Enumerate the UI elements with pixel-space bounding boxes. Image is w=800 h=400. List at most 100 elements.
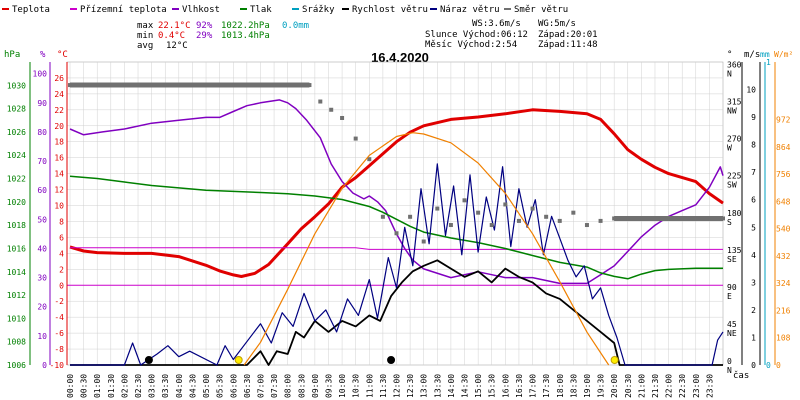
x-tick-9: 04:30 xyxy=(188,374,197,398)
x-tick-4: 02:00 xyxy=(120,374,129,398)
direction-label-2: E xyxy=(727,292,732,301)
temperature-tick-15: 20 xyxy=(54,122,64,131)
solar-tick-9: 972 xyxy=(776,116,791,125)
grid xyxy=(66,61,724,366)
pressure-tick-9: 1024 xyxy=(7,151,26,160)
legend-label-6: Náraz větru xyxy=(440,5,500,15)
x-tick-28: 14:00 xyxy=(447,374,456,398)
wind-tick-6: 6 xyxy=(751,196,756,205)
wind-tick-4: 4 xyxy=(751,251,756,260)
x-tick-44: 22:00 xyxy=(665,374,674,398)
series-line-2 xyxy=(69,99,724,285)
x-tick-13: 06:30 xyxy=(243,374,252,398)
wind-tick-5: 5 xyxy=(751,223,756,232)
stats-ws: WS:3.6m/s xyxy=(472,19,521,29)
direction-point-10 xyxy=(421,239,426,244)
x-tick-35: 17:30 xyxy=(542,374,551,398)
temperature-tick-10: 10 xyxy=(54,202,64,211)
x-tick-15: 07:30 xyxy=(270,374,279,398)
temperature-tick-8: 6 xyxy=(59,233,64,242)
x-tick-43: 21:30 xyxy=(651,374,660,398)
temperature-tick-9: 8 xyxy=(59,217,64,226)
unit-ms: m/s xyxy=(744,50,760,60)
stats-avg-label: avg xyxy=(137,41,153,51)
x-tick-14: 07:00 xyxy=(256,374,265,398)
moonrise-marker xyxy=(144,356,153,364)
temperature-tick-3: -4 xyxy=(54,313,64,322)
direction-point-15 xyxy=(489,223,494,228)
humidity-tick-7: 70 xyxy=(37,157,47,166)
solar-tick-5: 540 xyxy=(776,225,791,234)
solar-tick-6: 648 xyxy=(776,197,791,206)
direction-point-23 xyxy=(598,218,603,223)
x-tick-5: 02:30 xyxy=(134,374,143,398)
stats-min-label: min xyxy=(137,31,153,41)
direction-point-19 xyxy=(544,214,549,219)
direction-point-8 xyxy=(394,231,399,236)
direction-point-11 xyxy=(435,206,440,211)
direction-point-12 xyxy=(448,223,453,228)
rain-tick-1: 1 xyxy=(766,58,771,67)
x-tick-1: 00:30 xyxy=(80,374,89,398)
series xyxy=(68,82,725,366)
pressure-tick-3: 1012 xyxy=(7,291,26,300)
legend-label-5: Rychlost větru xyxy=(352,5,428,15)
x-tick-45: 22:30 xyxy=(678,374,687,398)
stats-box: max 22.1°C 92% 1022.2hPa 0.0mm min 0.4°C… xyxy=(137,19,598,51)
temperature-tick-17: 24 xyxy=(54,90,64,99)
x-tick-20: 10:00 xyxy=(338,374,347,398)
x-tick-34: 17:00 xyxy=(529,374,538,398)
stats-moon: Měsíc Východ:2:54 xyxy=(425,40,517,50)
temperature-tick-6: 2 xyxy=(59,265,64,274)
direction-label-6: W xyxy=(727,144,732,153)
direction-tick-6: 270 xyxy=(727,135,742,144)
x-tick-46: 23:00 xyxy=(692,374,701,398)
x-tick-3: 01:30 xyxy=(107,374,116,398)
stats-min-temp: 0.4°C xyxy=(158,31,185,41)
x-tick-23: 11:30 xyxy=(379,374,388,398)
direction-point-2 xyxy=(318,99,323,104)
temperature-tick-1: -8 xyxy=(54,345,64,354)
x-tick-37: 18:30 xyxy=(569,374,578,398)
stats-max-press: 1022.2hPa xyxy=(221,21,270,31)
unit-deg: ° xyxy=(727,50,732,60)
humidity-tick-10: 100 xyxy=(33,70,48,79)
direction-point-7 xyxy=(380,214,385,219)
temperature-tick-2: -6 xyxy=(54,329,64,338)
x-tick-24: 12:00 xyxy=(393,374,402,398)
humidity-tick-4: 40 xyxy=(37,244,47,253)
x-tick-22: 11:00 xyxy=(365,374,374,398)
stats-avg-temp: 12°C xyxy=(166,41,188,51)
x-tick-0: 00:00 xyxy=(66,374,75,398)
direction-tick-1: 45 xyxy=(727,320,737,329)
axes: 1006100810101012101410161018102010221024… xyxy=(7,58,791,398)
wind-tick-7: 7 xyxy=(751,168,756,177)
x-tick-6: 03:00 xyxy=(148,374,157,398)
pressure-tick-0: 1006 xyxy=(7,361,26,370)
stats-sun: Slunce Východ:06:12 xyxy=(425,30,528,40)
x-tick-17: 08:30 xyxy=(297,374,306,398)
x-tick-7: 03:30 xyxy=(161,374,170,398)
solar-tick-4: 432 xyxy=(776,252,791,261)
humidity-tick-9: 90 xyxy=(37,99,47,108)
x-tick-27: 13:30 xyxy=(433,374,442,398)
temperature-tick-14: 18 xyxy=(54,138,64,147)
x-tick-25: 12:30 xyxy=(406,374,415,398)
x-tick-38: 19:00 xyxy=(583,374,592,398)
x-tick-18: 09:00 xyxy=(311,374,320,398)
wind-tick-1: 1 xyxy=(751,333,756,342)
x-tick-40: 20:00 xyxy=(610,374,619,398)
pressure-tick-11: 1028 xyxy=(7,105,26,114)
wind-tick-8: 8 xyxy=(751,141,756,150)
x-tick-16: 08:00 xyxy=(284,374,293,398)
solar-tick-8: 864 xyxy=(776,143,791,152)
direction-point-21 xyxy=(571,210,576,215)
x-tick-26: 13:00 xyxy=(420,374,429,398)
x-tick-36: 18:00 xyxy=(556,374,565,398)
humidity-tick-6: 60 xyxy=(37,186,47,195)
temperature-tick-0: -10 xyxy=(50,361,65,370)
humidity-tick-2: 20 xyxy=(37,303,47,312)
unit-c: °C xyxy=(57,50,68,60)
